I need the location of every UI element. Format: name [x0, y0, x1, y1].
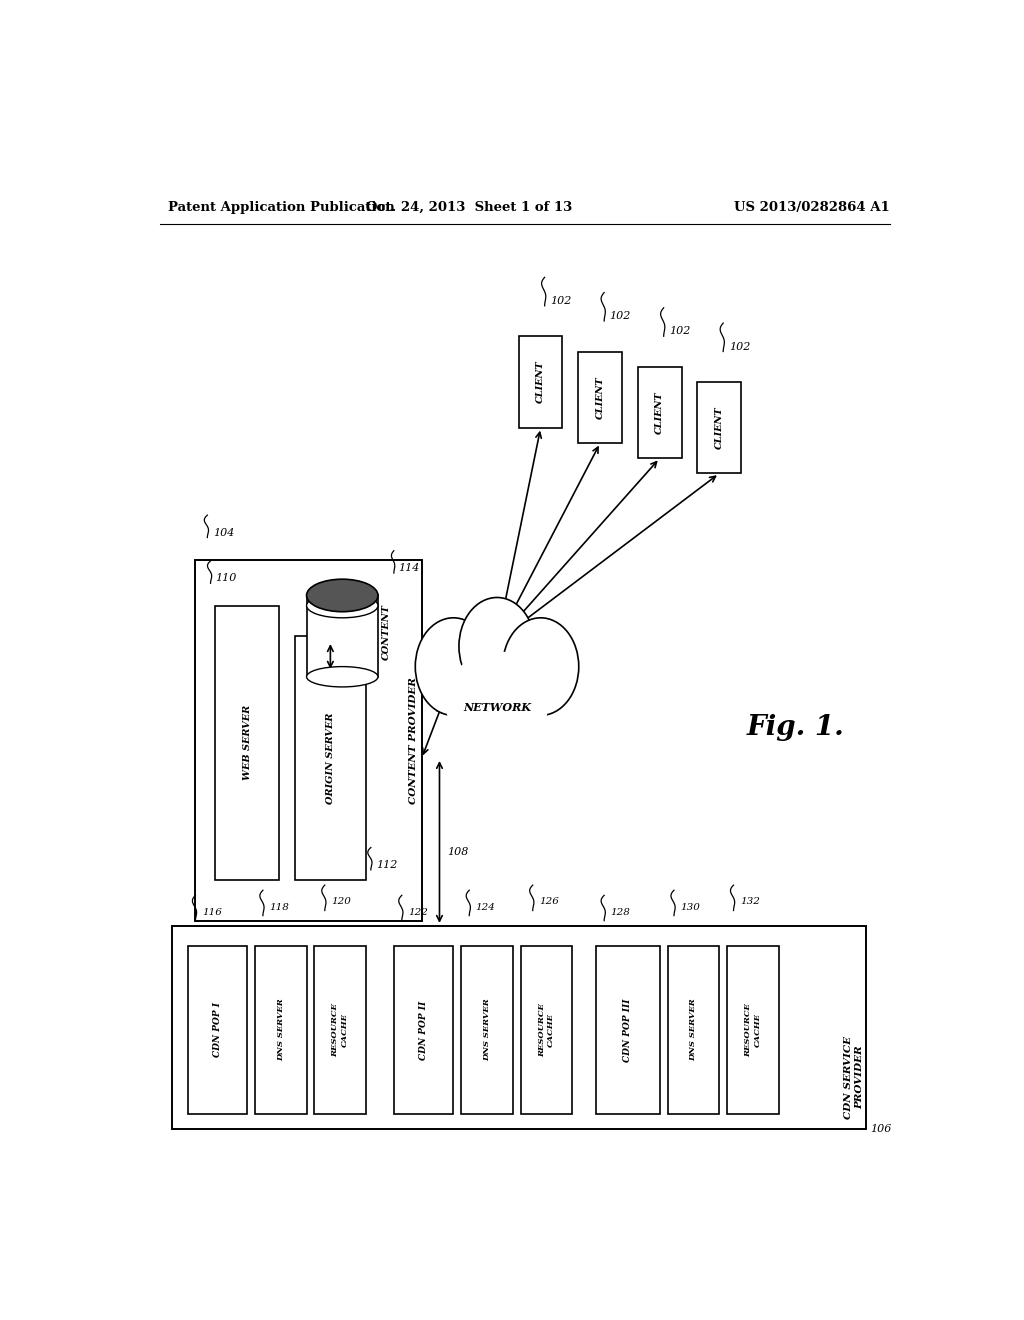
Text: 112: 112: [377, 859, 397, 870]
Ellipse shape: [459, 598, 536, 696]
Text: 106: 106: [870, 1125, 891, 1134]
Text: WEB SERVER: WEB SERVER: [243, 705, 252, 780]
Text: 102: 102: [729, 342, 751, 351]
Text: 114: 114: [398, 564, 420, 573]
Text: CLIENT: CLIENT: [596, 376, 605, 418]
Text: 124: 124: [475, 903, 496, 912]
Text: 130: 130: [680, 903, 700, 912]
Text: 116: 116: [202, 908, 221, 916]
Text: 126: 126: [539, 898, 559, 907]
Text: 104: 104: [213, 528, 234, 537]
Text: CONTENT: CONTENT: [382, 605, 391, 660]
Text: Fig. 1.: Fig. 1.: [748, 714, 845, 741]
Text: DNS SERVER: DNS SERVER: [483, 999, 492, 1061]
Text: DNS SERVER: DNS SERVER: [689, 999, 697, 1061]
Ellipse shape: [503, 618, 579, 715]
Bar: [519, 337, 562, 428]
Text: 128: 128: [610, 908, 631, 916]
Text: 122: 122: [409, 908, 428, 916]
Bar: [314, 946, 367, 1114]
Text: 118: 118: [269, 903, 289, 912]
Text: CDN POP I: CDN POP I: [213, 1002, 222, 1057]
Text: CLIENT: CLIENT: [715, 407, 724, 449]
Text: DNS SERVER: DNS SERVER: [276, 999, 285, 1061]
Ellipse shape: [445, 651, 549, 752]
Bar: [579, 351, 622, 444]
Text: CDN POP II: CDN POP II: [419, 1001, 428, 1060]
Text: ORIGIN SERVER: ORIGIN SERVER: [326, 713, 335, 804]
Text: CLIENT: CLIENT: [537, 360, 545, 404]
Text: CDN POP III: CDN POP III: [624, 998, 633, 1061]
Bar: [638, 367, 682, 458]
Bar: [596, 946, 659, 1114]
Text: CONTENT PROVIDER: CONTENT PROVIDER: [410, 677, 418, 804]
Text: CLIENT: CLIENT: [655, 391, 665, 434]
Bar: [394, 946, 454, 1114]
Bar: [306, 595, 378, 677]
Bar: [461, 946, 513, 1114]
Bar: [521, 946, 572, 1114]
Bar: [295, 636, 367, 880]
Text: RESOURCE
CACHE: RESOURCE CACHE: [744, 1003, 762, 1057]
Bar: [187, 946, 247, 1114]
Text: CDN SERVICE
PROVIDER: CDN SERVICE PROVIDER: [845, 1036, 864, 1119]
Text: 102: 102: [670, 326, 690, 337]
Text: 102: 102: [609, 312, 631, 321]
Text: 110: 110: [215, 573, 237, 583]
Bar: [255, 946, 306, 1114]
Text: Patent Application Publication: Patent Application Publication: [168, 201, 394, 214]
Bar: [668, 946, 719, 1114]
Text: RESOURCE
CACHE: RESOURCE CACHE: [538, 1003, 555, 1057]
Ellipse shape: [416, 618, 492, 715]
Bar: [172, 925, 866, 1129]
Text: 102: 102: [550, 296, 571, 306]
Text: RESOURCE
CACHE: RESOURCE CACHE: [332, 1003, 349, 1057]
Text: Oct. 24, 2013  Sheet 1 of 13: Oct. 24, 2013 Sheet 1 of 13: [367, 201, 572, 214]
Text: 108: 108: [447, 847, 469, 857]
Ellipse shape: [462, 673, 532, 751]
Text: 132: 132: [740, 898, 760, 907]
Ellipse shape: [306, 667, 378, 686]
Bar: [697, 381, 741, 474]
Text: 120: 120: [331, 898, 351, 907]
Bar: [727, 946, 779, 1114]
Ellipse shape: [306, 594, 378, 618]
Text: NETWORK: NETWORK: [463, 702, 531, 713]
Bar: [215, 606, 279, 880]
Bar: [196, 560, 422, 921]
Text: US 2013/0282864 A1: US 2013/0282864 A1: [734, 201, 890, 214]
Ellipse shape: [306, 579, 378, 611]
